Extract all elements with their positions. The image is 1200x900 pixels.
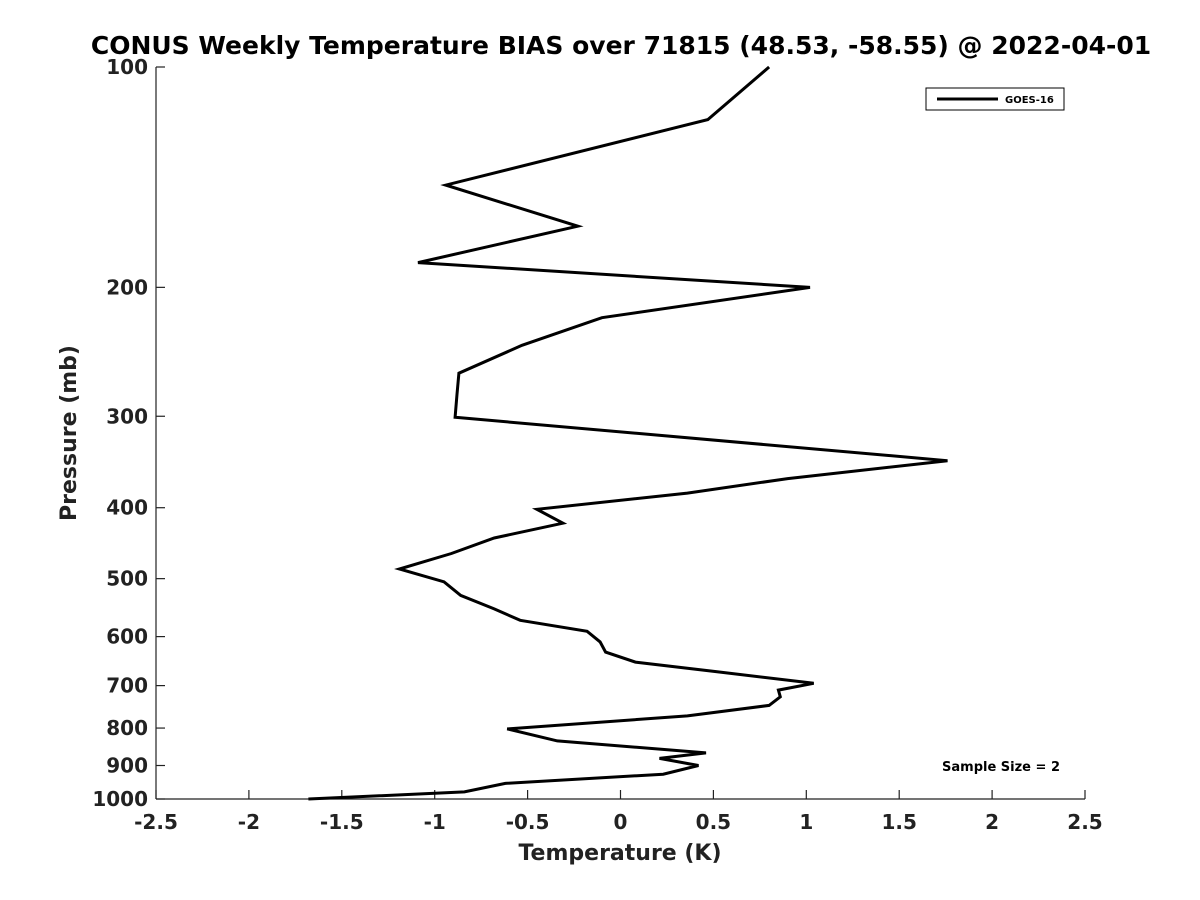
- x-axis-label: Temperature (K): [518, 841, 721, 866]
- legend-entry-goes-16: GOES-16: [1005, 95, 1054, 106]
- sample-size-annotation: Sample Size = 2: [942, 760, 1060, 775]
- y-tick-label: 600: [106, 625, 148, 649]
- x-tick-label: 1: [799, 810, 813, 834]
- x-axis-ticks: -2.5 -2 -1.5 -1 -0.5 0 0.5 1 1.5 2 2.5: [134, 790, 1103, 834]
- x-tick-label: -2.5: [134, 810, 178, 834]
- x-tick-label: -0.5: [506, 810, 550, 834]
- chart-title: CONUS Weekly Temperature BIAS over 71815…: [91, 31, 1151, 60]
- y-axis-label: Pressure (mb): [57, 345, 82, 521]
- x-tick-label: -1.5: [320, 810, 364, 834]
- x-tick-label: 0.5: [696, 810, 731, 834]
- y-tick-label: 300: [106, 404, 148, 428]
- series-line-goes-16: [308, 65, 948, 801]
- legend: GOES-16: [925, 87, 1065, 111]
- y-tick-label: 700: [106, 674, 148, 698]
- x-tick-label: -2: [238, 810, 260, 834]
- y-tick-label: 100: [106, 55, 148, 79]
- x-tick-label: 2.5: [1067, 810, 1102, 834]
- y-tick-label: 500: [106, 567, 148, 591]
- y-tick-label: 400: [106, 496, 148, 520]
- x-tick-label: 0: [614, 810, 628, 834]
- y-tick-label: 1000: [92, 787, 148, 811]
- x-tick-label: 1.5: [881, 810, 916, 834]
- series-group: [308, 65, 948, 801]
- y-tick-label: 900: [106, 754, 148, 778]
- y-tick-label: 800: [106, 716, 148, 740]
- y-axis-ticks: 100 200 300 400 500 600 700 800 900 1000: [92, 55, 165, 811]
- x-tick-label: -1: [424, 810, 446, 834]
- x-tick-label: 2: [985, 810, 999, 834]
- y-tick-label: 200: [106, 275, 148, 299]
